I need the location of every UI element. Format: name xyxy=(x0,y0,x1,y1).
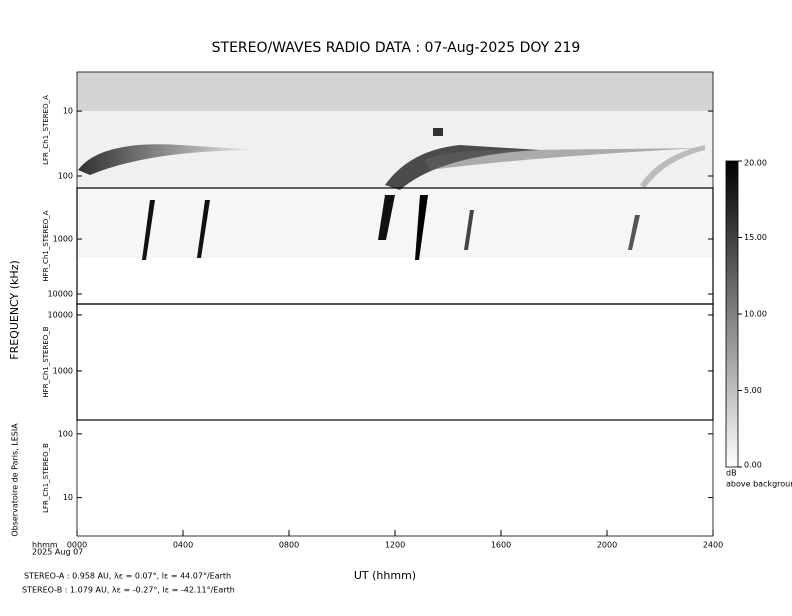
colorbar-tick-label: 15.00 xyxy=(744,233,767,242)
x-tick-label: 0000 xyxy=(67,541,87,550)
colorbar-unit: dB xyxy=(726,469,737,478)
colorbar-tick-label: 0.00 xyxy=(744,461,762,470)
y-tick-label: 100 xyxy=(58,172,73,181)
chart-title: STEREO/WAVES RADIO DATA : 07-Aug-2025 DO… xyxy=(212,40,581,56)
y-tick-label: 10000 xyxy=(48,290,73,299)
panel-label: HFR_Ch1_STEREO_B xyxy=(42,326,50,397)
credit: Observatoire de Paris, LESIA xyxy=(11,423,20,537)
date-label: 2025 Aug 07 xyxy=(32,548,83,557)
panel-label: LFR_Ch1_STEREO_A xyxy=(42,95,50,165)
x-tick-label: 1200 xyxy=(385,541,405,550)
y-tick-label: 10000 xyxy=(48,310,73,319)
x-tick-label: 2000 xyxy=(597,541,617,550)
x-tick-label: 0800 xyxy=(279,541,299,550)
x-tick-label: 2400 xyxy=(703,541,723,550)
x-tick-label: 1600 xyxy=(491,541,511,550)
colorbar-tick-label: 20.00 xyxy=(744,159,767,168)
x-axis-label: UT (hhmm) xyxy=(354,569,416,582)
y-tick-label: 10 xyxy=(63,493,73,502)
panel-frame xyxy=(76,303,714,421)
date-label: hhmm xyxy=(32,541,58,550)
colorbar-tick-label: 10.00 xyxy=(744,310,767,319)
y-tick-label: 100 xyxy=(58,429,73,438)
panel-label: HFR_Ch1_STEREO_A xyxy=(42,210,50,281)
x-tick-label: 0400 xyxy=(173,541,193,550)
y-tick-label: 1000 xyxy=(53,366,73,375)
colorbar xyxy=(725,160,739,468)
y-axis-label: FREQUENCY (kHz) xyxy=(8,260,21,360)
colorbar-caption: above background xyxy=(726,480,792,489)
panel-label: LFR_Ch1_STEREO_B xyxy=(42,443,50,513)
annotation: STEREO-B : 1.079 AU, λε = -0.27°, lε = -… xyxy=(22,586,235,595)
spectrogram-image xyxy=(77,72,713,260)
colorbar-tick-label: 5.00 xyxy=(744,386,762,395)
annotation: STEREO-A : 0.958 AU, λε = 0.07°, lε = 44… xyxy=(24,572,231,581)
panel-frame xyxy=(76,419,714,537)
y-tick-label: 10 xyxy=(63,107,73,116)
y-tick-label: 1000 xyxy=(53,235,73,244)
